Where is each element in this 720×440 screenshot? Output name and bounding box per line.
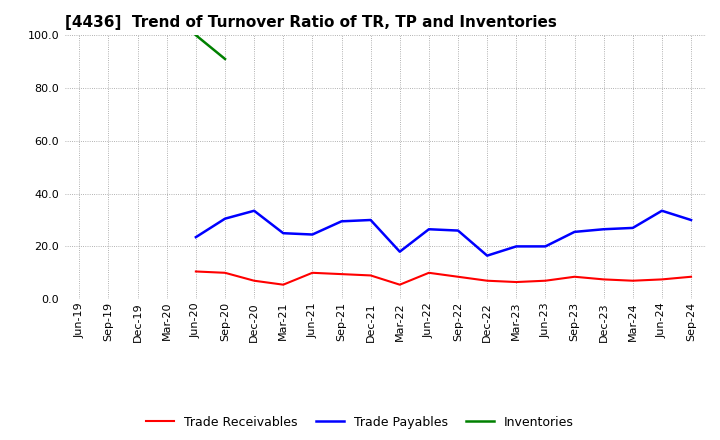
- Text: [4436]  Trend of Turnover Ratio of TR, TP and Inventories: [4436] Trend of Turnover Ratio of TR, TP…: [65, 15, 557, 30]
- Legend: Trade Receivables, Trade Payables, Inventories: Trade Receivables, Trade Payables, Inven…: [141, 411, 579, 434]
